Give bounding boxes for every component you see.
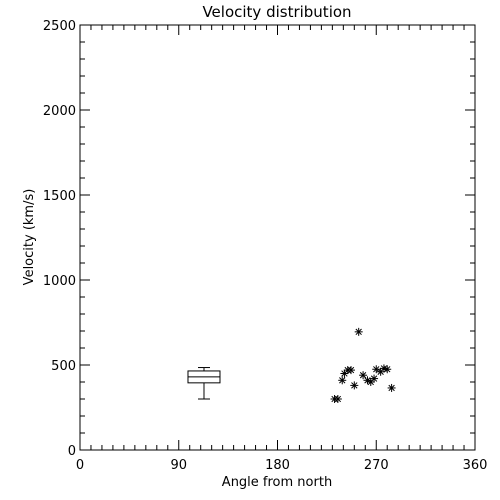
data-point [370, 374, 379, 383]
asterisk-stroke [351, 382, 358, 389]
y-tick-label: 500 [51, 359, 76, 374]
asterisk-stroke [388, 384, 395, 392]
asterisk-stroke [359, 372, 367, 379]
asterisk-stroke [339, 377, 346, 384]
asterisk-stroke [364, 377, 371, 384]
asterisk-stroke [370, 375, 378, 382]
boxplot [187, 367, 221, 400]
data-point [338, 376, 347, 385]
asterisk-stroke [373, 366, 380, 373]
x-tick-label: 90 [170, 458, 187, 473]
data-point [333, 395, 342, 403]
y-tick-label: 2500 [43, 19, 76, 34]
asterisk-stroke [355, 328, 362, 336]
x-tick-label: 0 [76, 458, 84, 473]
data-point [372, 365, 381, 374]
tick-labels: 0 90 180 270 360 0 500 1000 1500 2000 2500 [43, 19, 488, 473]
data-point [359, 371, 368, 380]
asterisk-stroke [380, 365, 388, 372]
data-point [350, 381, 359, 390]
y-tick-label: 1500 [43, 189, 76, 204]
asterisk-stroke [384, 366, 391, 373]
x-tick-label: 270 [364, 458, 389, 473]
axis-ticks [79, 24, 476, 451]
data-point [383, 365, 392, 374]
y-tick-label: 2000 [43, 104, 76, 119]
chart-title: Velocity distribution [202, 3, 351, 21]
x-axis-label: Angle from north [222, 475, 332, 490]
asterisk-stroke [334, 395, 342, 403]
data-point [387, 383, 396, 392]
x-tick-label: 360 [463, 458, 488, 473]
asterisk-stroke [347, 366, 355, 374]
plot-frame [79, 24, 476, 451]
data-point [347, 366, 356, 375]
y-axis-label: Velocity (km/s) [22, 189, 37, 286]
data-point [354, 327, 363, 336]
x-tick-label: 180 [265, 458, 290, 473]
y-tick-label: 0 [68, 444, 76, 459]
data-markers [330, 327, 396, 403]
y-tick-label: 1000 [43, 274, 76, 289]
